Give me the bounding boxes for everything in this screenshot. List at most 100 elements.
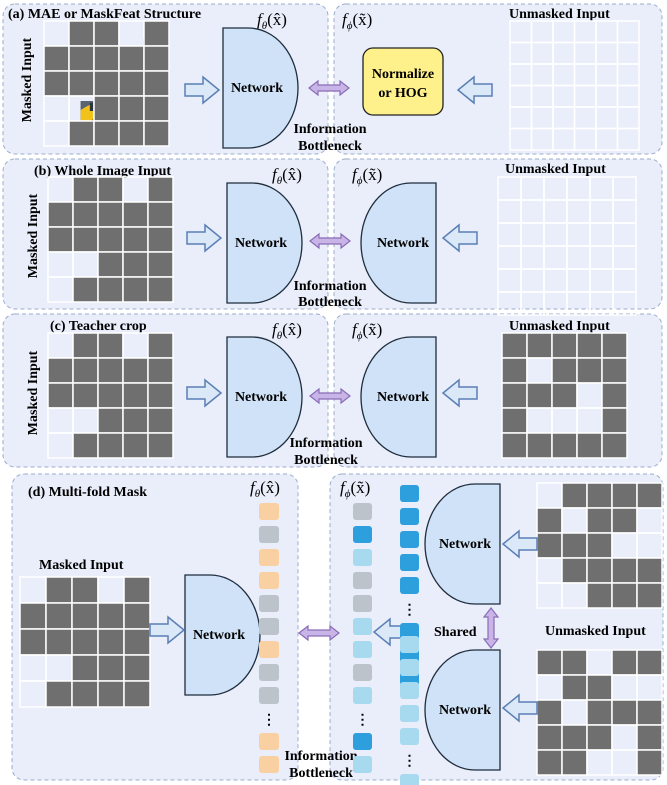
token: [400, 728, 419, 745]
info-bottleneck-d: Information Bottleneck: [284, 749, 357, 781]
svg-text:Network: Network: [439, 537, 491, 552]
token: [353, 664, 372, 681]
ellipsis-icon: ⋮: [356, 713, 370, 728]
token-columns: ⋮ ⋮ ⋮ ⋮: [259, 485, 419, 785]
token-column-student: ⋮: [259, 503, 279, 773]
masked-input-grid-b: [47, 176, 174, 303]
input-grids: [19, 20, 663, 776]
token: [353, 733, 372, 750]
f-phi-d: fϕ(x̃): [340, 478, 370, 500]
svg-text:Information: Information: [293, 279, 366, 294]
network-b-teacher: Network: [360, 182, 437, 304]
token: [400, 508, 419, 525]
masked-input-label-c: Masked Input: [26, 350, 41, 435]
ellipsis-icon: ⋮: [262, 713, 276, 728]
svg-text:fθ(x̂): fθ(x̂): [250, 478, 280, 500]
token-column-teacher-bottom: ⋮: [400, 636, 419, 785]
unmasked-input-grid-b: [497, 176, 637, 316]
unmasked-input-grid-d-bottom: [536, 649, 663, 776]
token: [259, 618, 279, 635]
double-arrow-icon: [308, 80, 350, 96]
double-arrow-icon: [309, 233, 351, 249]
panel-d-title: (d) Multi-fold Mask: [28, 485, 147, 500]
double-arrow-icon: [309, 388, 351, 404]
token: [353, 503, 372, 520]
svg-text:Network: Network: [193, 628, 245, 643]
token: [400, 659, 419, 676]
f-theta-c: fθ(x̂): [272, 320, 302, 342]
unmasked-input-grid-c: [501, 332, 628, 459]
masked-input-label-b: Masked Input: [26, 193, 41, 278]
info-bottleneck-a: Information Bottleneck: [293, 122, 366, 154]
svg-text:Information: Information: [284, 749, 357, 764]
token: [259, 733, 279, 750]
token: [259, 572, 279, 589]
f-theta-b: fθ(x̂): [272, 165, 302, 187]
unmasked-input-label-b: Unmasked Input: [505, 162, 606, 177]
token: [400, 554, 419, 571]
token-column-teacher-merged: ⋮: [353, 503, 372, 773]
token: [400, 577, 419, 594]
masked-input-grid-c: [47, 332, 174, 459]
svg-text:Bottleneck: Bottleneck: [298, 295, 362, 310]
svg-text:Network: Network: [377, 236, 429, 251]
normalize-box: Normalize or HOG: [362, 47, 444, 116]
svg-text:Bottleneck: Bottleneck: [289, 766, 353, 781]
network-d-student: Network: [184, 574, 261, 696]
token: [353, 526, 372, 543]
svg-text:Bottleneck: Bottleneck: [298, 139, 362, 154]
token: [259, 503, 279, 520]
token: [400, 531, 419, 548]
ellipsis-icon: ⋮: [403, 603, 417, 618]
network-a-student: Network: [222, 27, 299, 149]
f-phi-a: fϕ(x̃): [342, 10, 372, 32]
double-arrow-icon: [298, 625, 340, 641]
svg-text:fϕ(x̃): fϕ(x̃): [340, 478, 370, 500]
token: [400, 636, 419, 653]
token: [400, 705, 419, 722]
token: [353, 595, 372, 612]
token: [353, 756, 372, 773]
svg-text:fϕ(x̃): fϕ(x̃): [342, 10, 372, 32]
svg-text:fθ(x̂): fθ(x̂): [272, 165, 302, 187]
token: [259, 641, 279, 658]
token-column-teacher-top: ⋮: [400, 485, 419, 686]
network-b-student: Network: [226, 182, 303, 304]
ellipsis-icon: ⋮: [403, 754, 417, 769]
networks: Network Network Network Network Network …: [184, 27, 501, 771]
info-bottleneck-c: Information Bottleneck: [289, 436, 362, 468]
token: [400, 682, 419, 699]
token: [353, 687, 372, 704]
svg-text:or HOG: or HOG: [378, 86, 427, 101]
svg-text:Network: Network: [439, 703, 491, 718]
token: [259, 687, 279, 704]
svg-text:Bottleneck: Bottleneck: [294, 453, 358, 468]
masked-input-label-d: Masked Input: [39, 558, 124, 573]
svg-text:Information: Information: [293, 122, 366, 137]
token: [400, 485, 419, 502]
svg-text:Network: Network: [235, 390, 287, 405]
svg-text:Network: Network: [235, 236, 287, 251]
unmasked-input-label-a: Unmasked Input: [509, 7, 610, 22]
panel-b-title: (b) Whole Image Input: [34, 164, 171, 179]
svg-text:fϕ(x̃): fϕ(x̃): [352, 320, 382, 342]
token: [259, 549, 279, 566]
svg-text:fθ(x̂): fθ(x̂): [272, 320, 302, 342]
masked-input-grid-a: [43, 20, 170, 147]
token: [259, 526, 279, 543]
f-phi-c: fϕ(x̃): [352, 320, 382, 342]
f-theta-a: fθ(x̂): [257, 10, 287, 32]
unmasked-input-label-d: Unmasked Input: [545, 624, 646, 639]
svg-text:fθ(x̂): fθ(x̂): [257, 10, 287, 32]
token: [353, 549, 372, 566]
panel-a-title: (a) MAE or MaskFeat Structure: [8, 7, 201, 22]
unmasked-input-grid-d-top: [536, 482, 663, 609]
token: [259, 756, 279, 773]
panel-c-title: (c) Teacher crop: [50, 319, 147, 334]
token: [353, 641, 372, 658]
f-phi-b: fϕ(x̃): [352, 165, 382, 187]
svg-text:Normalize: Normalize: [372, 67, 434, 82]
panel-a-right: [333, 3, 663, 155]
svg-text:Network: Network: [377, 390, 429, 405]
network-c-student: Network: [226, 336, 303, 458]
